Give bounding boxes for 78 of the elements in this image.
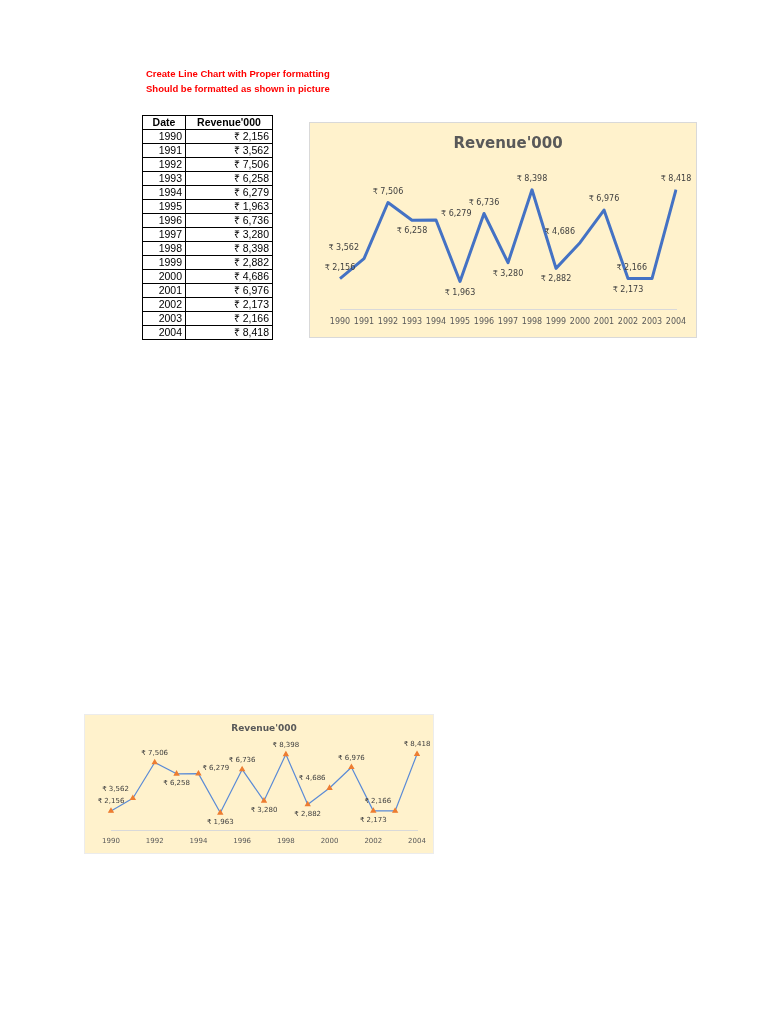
category-label: 1997 [158, 228, 182, 240]
data-label: ₹ 6,736 [468, 197, 500, 207]
text: ₹ 8,398 [233, 242, 269, 254]
point [414, 751, 420, 757]
x-tick-label: 2004 [665, 317, 687, 327]
text: Revenue'000 [185, 115, 273, 130]
x-tick-label: 1992 [377, 317, 399, 327]
x-tick-label: 1991 [353, 317, 375, 327]
category-label: 1990 [158, 130, 182, 142]
data-label: ₹ 6,279 [441, 209, 472, 219]
x-tick-label: 2001 [593, 317, 615, 327]
text: ₹ 6,976 [233, 284, 269, 296]
data-label: ₹ 3,280 [492, 268, 524, 278]
data-label: ₹ 6,976 [588, 194, 620, 204]
text: ₹ 3,280 [233, 228, 269, 240]
text: ₹ 3,562 [233, 144, 269, 156]
chart-title: Revenue'000 [231, 722, 297, 733]
point [348, 764, 355, 770]
x-tick-label: 2003 [641, 317, 663, 327]
text: ₹ 1,963 [233, 200, 269, 212]
text: ₹ 8,418 [233, 326, 269, 338]
point [217, 809, 224, 815]
point [239, 766, 245, 772]
x-tick-label: 2002 [617, 317, 639, 327]
category-label: 1998 [158, 242, 182, 254]
text: ₹ 2,173 [233, 298, 269, 310]
x-tick-label: 1990 [329, 317, 351, 327]
category-label: 1996 [158, 214, 182, 226]
category-label: 2001 [158, 284, 182, 296]
data-label: ₹ 7,506 [372, 186, 404, 196]
x-tick-label: 1998 [521, 317, 543, 327]
text: Should be formatted as shown in picture [146, 83, 330, 94]
data-label: ₹ 2,173 [612, 284, 644, 294]
point [108, 807, 114, 813]
data-label: ₹ 8,418 [660, 173, 692, 183]
text: ₹ 2,882 [233, 256, 269, 268]
point [130, 795, 136, 801]
text: Date [142, 115, 186, 130]
point [370, 807, 377, 813]
category-label: 2002 [158, 298, 182, 310]
category-label: 1995 [158, 200, 182, 212]
point [326, 784, 333, 790]
x-tick-label: 1999 [545, 317, 567, 327]
category-label: 1992 [158, 158, 182, 170]
data-label: ₹ 8,398 [516, 173, 548, 183]
text: ₹ 7,506 [233, 158, 269, 170]
point [173, 770, 180, 776]
category-label: 2000 [158, 270, 182, 282]
category-label: 1994 [158, 186, 182, 198]
chart-title: Revenue'000 [453, 133, 563, 152]
category-label: 2004 [158, 326, 182, 338]
point [283, 751, 289, 757]
data-label: ₹ 1,963 [444, 287, 476, 297]
text: ₹ 6,258 [233, 172, 269, 184]
x-tick-label: 1996 [473, 317, 495, 327]
text: ₹ 2,156 [233, 130, 269, 142]
point [304, 801, 311, 807]
text: ₹ 6,736 [233, 214, 269, 226]
text: Create Line Chart with Proper formatting [146, 68, 330, 79]
point [392, 807, 398, 813]
point [261, 797, 267, 803]
x-tick-label: 1997 [497, 317, 519, 327]
x-tick-label: 1994 [425, 317, 447, 327]
category-label: 1993 [158, 172, 182, 184]
category-label: 1991 [158, 144, 182, 156]
category-label: 1999 [158, 256, 182, 268]
x-tick-label: 2000 [569, 317, 591, 327]
data-label: ₹ 2,882 [540, 274, 572, 284]
point [151, 759, 158, 765]
point [195, 770, 202, 776]
x-tick-label: 1995 [449, 317, 471, 327]
text: ₹ 6,279 [233, 186, 269, 198]
x-tick-label: 1993 [401, 317, 423, 327]
data-label: ₹ 6,258 [396, 226, 428, 236]
data-label: ₹ 3,562 [328, 242, 359, 252]
text: ₹ 2,166 [233, 312, 269, 324]
text: ₹ 4,686 [233, 270, 269, 282]
data-label: ₹ 4,686 [544, 226, 575, 236]
